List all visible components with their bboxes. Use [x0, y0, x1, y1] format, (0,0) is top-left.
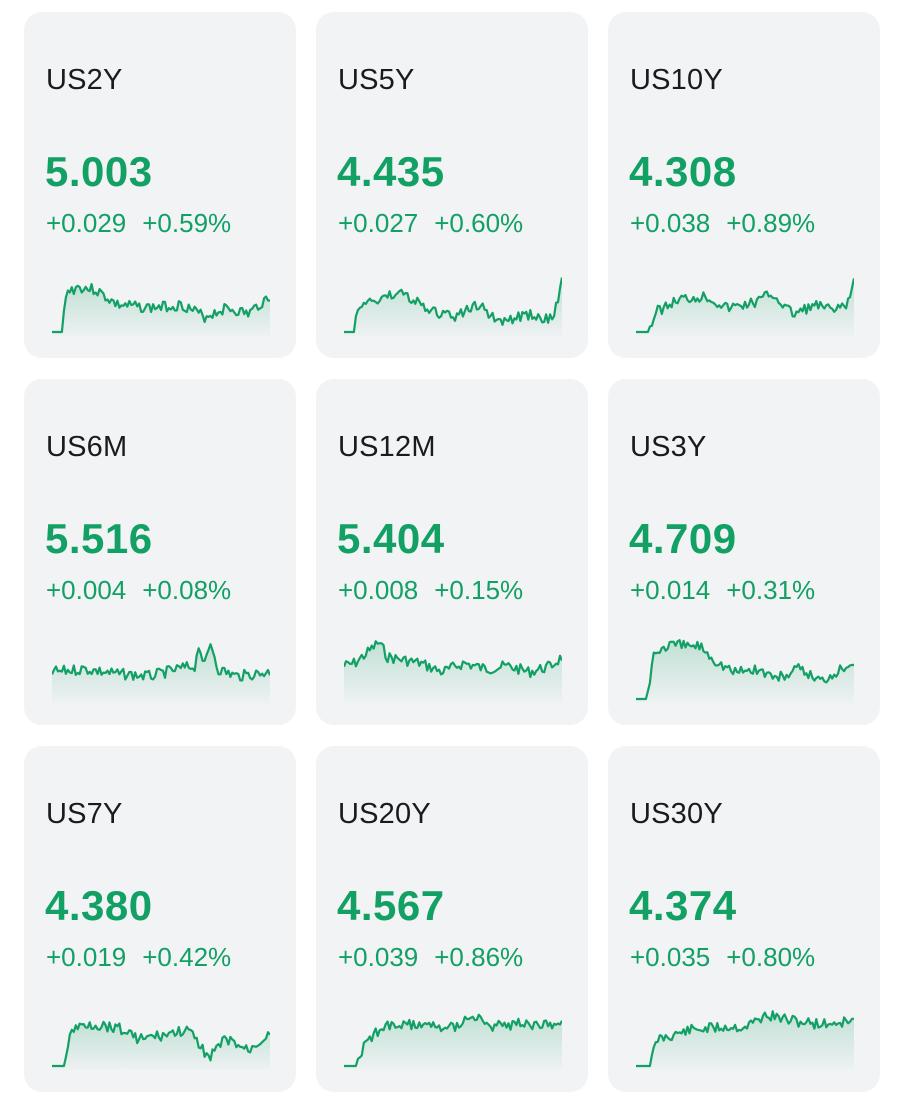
- ticker-symbol: US2Y: [46, 64, 123, 96]
- sparkline-line: [344, 640, 562, 679]
- percent-change: +0.60%: [434, 208, 524, 238]
- sparkline-area: [636, 1011, 854, 1070]
- sparkline-chart: [344, 640, 562, 703]
- sparkline-chart: [636, 1010, 854, 1070]
- absolute-change: +0.004: [46, 575, 127, 605]
- percent-change: +0.80%: [726, 942, 816, 972]
- yield-value: 5.003: [45, 148, 153, 195]
- quote-card-us12m[interactable]: US12M 5.404 +0.008 +0.15%: [316, 379, 588, 725]
- sparkline-area: [344, 641, 562, 703]
- yield-value: 4.308: [629, 148, 737, 195]
- sparkline-line: [344, 277, 562, 334]
- ticker-symbol: US5Y: [338, 64, 415, 96]
- change-row: +0.029 +0.59%: [46, 208, 231, 238]
- yield-value: 4.709: [629, 515, 737, 562]
- yield-value: 4.380: [45, 882, 153, 929]
- absolute-change: +0.035: [630, 942, 711, 972]
- yield-value: 5.516: [45, 515, 153, 562]
- sparkline-line: [52, 1020, 270, 1068]
- sparkline-line: [636, 639, 854, 701]
- yield-value: 4.374: [629, 882, 737, 929]
- ticker-symbol: US3Y: [630, 431, 707, 463]
- quote-card-us5y[interactable]: US5Y 4.435 +0.027 +0.60%: [316, 12, 588, 358]
- ticker-symbol: US30Y: [630, 798, 723, 830]
- yield-value: 5.404: [337, 515, 445, 562]
- quote-card-us20y[interactable]: US20Y 4.567 +0.039 +0.86%: [316, 746, 588, 1092]
- percent-change: +0.15%: [434, 575, 524, 605]
- ticker-symbol: US7Y: [46, 798, 123, 830]
- absolute-change: +0.029: [46, 208, 127, 238]
- sparkline-chart: [52, 643, 270, 703]
- absolute-change: +0.019: [46, 942, 127, 972]
- percent-change: +0.42%: [142, 942, 232, 972]
- sparkline-chart: [636, 278, 854, 336]
- sparkline-line: [636, 278, 854, 334]
- sparkline-area: [636, 278, 854, 336]
- change-row: +0.039 +0.86%: [338, 942, 523, 972]
- ticker-symbol: US20Y: [338, 798, 431, 830]
- sparkline-area: [52, 1021, 270, 1070]
- absolute-change: +0.014: [630, 575, 711, 605]
- absolute-change: +0.027: [338, 208, 419, 238]
- sparkline-chart: [52, 1020, 270, 1070]
- percent-change: +0.31%: [726, 575, 816, 605]
- percent-change: +0.86%: [434, 942, 524, 972]
- ticker-symbol: US6M: [46, 431, 128, 463]
- sparkline-line: [344, 1013, 562, 1068]
- quote-card-us10y[interactable]: US10Y 4.308 +0.038 +0.89%: [608, 12, 880, 358]
- quote-card-us7y[interactable]: US7Y 4.380 +0.019 +0.42%: [24, 746, 296, 1092]
- sparkline-line: [636, 1010, 854, 1068]
- sparkline-area: [344, 277, 562, 336]
- sparkline-line: [52, 283, 270, 334]
- percent-change: +0.59%: [142, 208, 232, 238]
- change-row: +0.035 +0.80%: [630, 942, 815, 972]
- quote-card-us6m[interactable]: US6M 5.516 +0.004 +0.08%: [24, 379, 296, 725]
- percent-change: +0.89%: [726, 208, 816, 238]
- ticker-symbol: US12M: [338, 431, 436, 463]
- quote-card-us3y[interactable]: US3Y 4.709 +0.014 +0.31%: [608, 379, 880, 725]
- quote-card-us2y[interactable]: US2Y 5.003 +0.029 +0.59%: [24, 12, 296, 358]
- sparkline-line: [52, 643, 270, 682]
- absolute-change: +0.039: [338, 942, 419, 972]
- percent-change: +0.08%: [142, 575, 232, 605]
- change-row: +0.027 +0.60%: [338, 208, 523, 238]
- absolute-change: +0.008: [338, 575, 419, 605]
- sparkline-chart: [344, 277, 562, 336]
- yield-value: 4.435: [337, 148, 445, 195]
- absolute-change: +0.038: [630, 208, 711, 238]
- change-row: +0.038 +0.89%: [630, 208, 815, 238]
- sparkline-area: [52, 644, 270, 703]
- yield-value: 4.567: [337, 882, 445, 929]
- change-row: +0.008 +0.15%: [338, 575, 523, 605]
- sparkline-chart: [636, 639, 854, 703]
- change-row: +0.014 +0.31%: [630, 575, 815, 605]
- quote-card-us30y[interactable]: US30Y 4.374 +0.035 +0.80%: [608, 746, 880, 1092]
- change-row: +0.004 +0.08%: [46, 575, 231, 605]
- ticker-symbol: US10Y: [630, 64, 723, 96]
- sparkline-area: [344, 1014, 562, 1070]
- sparkline-chart: [52, 283, 270, 336]
- change-row: +0.019 +0.42%: [46, 942, 231, 972]
- sparkline-chart: [344, 1013, 562, 1070]
